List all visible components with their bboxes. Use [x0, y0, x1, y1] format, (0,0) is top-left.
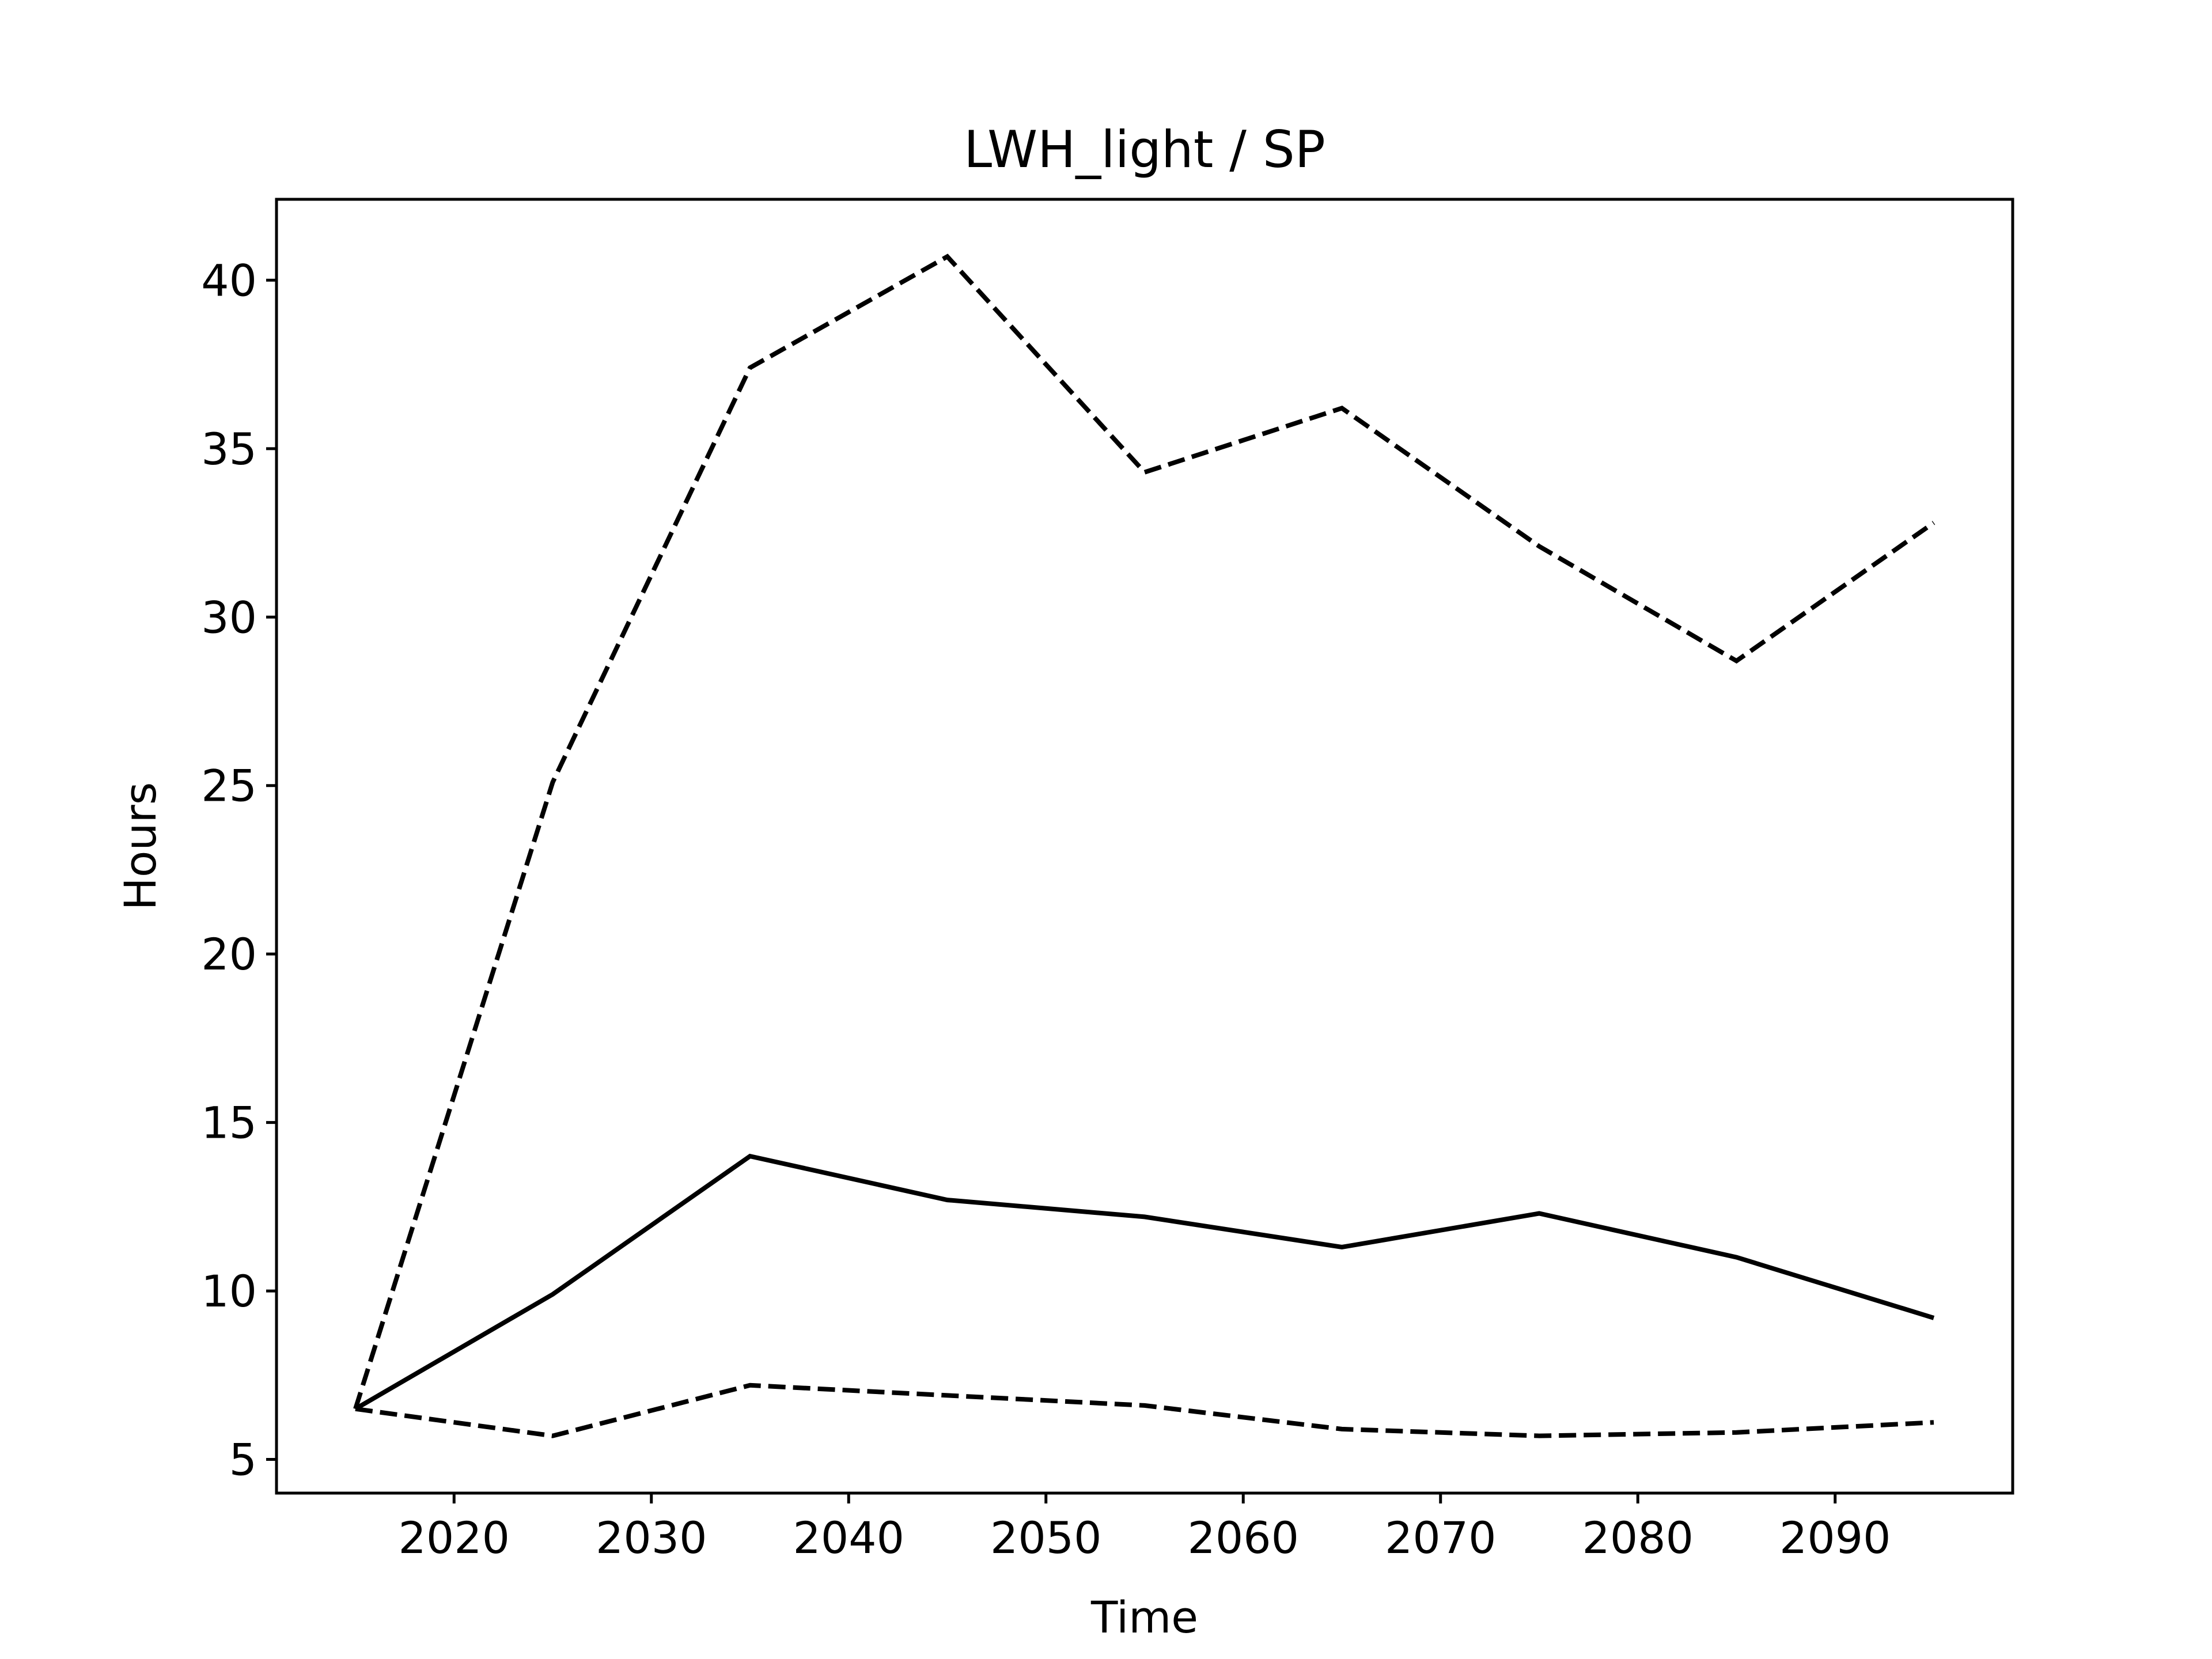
lower-dashed-line — [355, 1382, 1934, 1438]
x-tick-label: 2050 — [990, 1512, 1101, 1563]
x-tick-label: 2070 — [1385, 1512, 1496, 1563]
x-tick-label: 2030 — [596, 1512, 707, 1563]
y-tick-label: 30 — [201, 592, 257, 643]
plot-frame — [275, 198, 2014, 1495]
upper-dashed-line — [353, 253, 1936, 1410]
series-layer — [353, 253, 1936, 1438]
chart-title: LWH_light / SP — [964, 120, 1325, 179]
y-tick-label: 20 — [201, 929, 257, 980]
y-axis-label: Hours — [115, 782, 166, 911]
x-tick-label: 2020 — [399, 1512, 510, 1563]
median-solid-line — [354, 1153, 1935, 1411]
x-tick-label: 2040 — [793, 1512, 904, 1563]
y-tick-label: 25 — [201, 760, 257, 812]
axis-ticks: 2020 2030 2040 2050 2060 2070 2080 2090 5 10 15 20 2… — [201, 255, 1891, 1563]
y-tick-label: 10 — [201, 1266, 257, 1317]
x-tick-label: 2090 — [1779, 1512, 1891, 1563]
y-tick-label: 35 — [201, 423, 257, 475]
y-tick-label: 15 — [201, 1097, 257, 1149]
x-axis-label: Time — [1090, 1592, 1198, 1643]
x-tick-label: 2060 — [1188, 1512, 1299, 1563]
x-tick-label: 2080 — [1582, 1512, 1694, 1563]
y-tick-label: 40 — [201, 255, 257, 306]
y-tick-label: 5 — [229, 1434, 257, 1486]
